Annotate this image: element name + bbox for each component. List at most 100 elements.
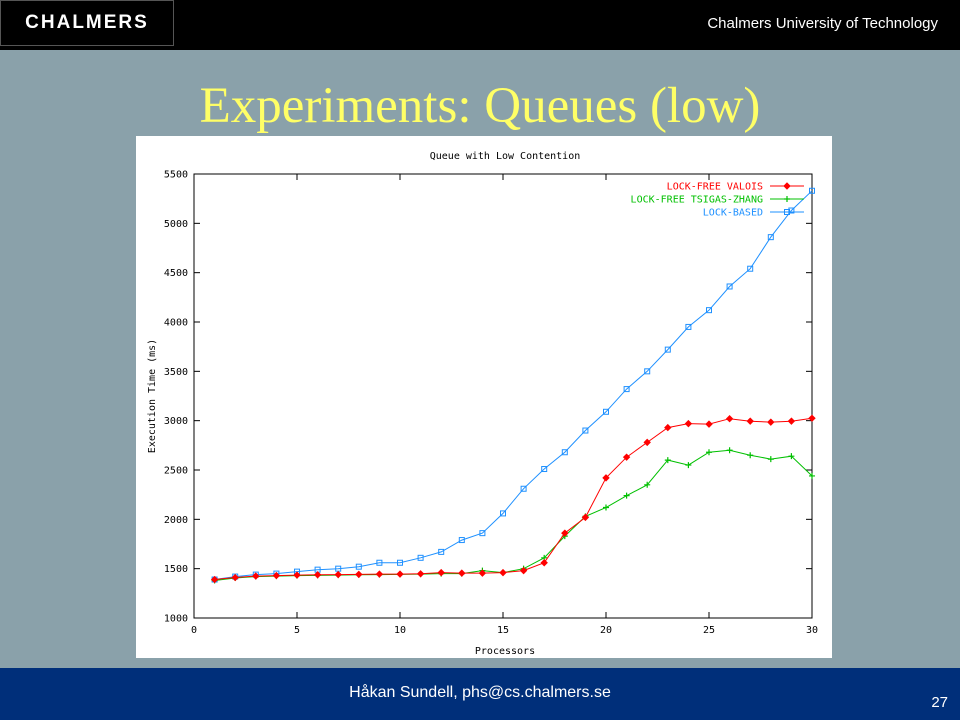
- data-point: [788, 207, 795, 214]
- legend-marker: [783, 182, 791, 190]
- y-tick-label: 3500: [164, 367, 188, 378]
- data-point: [561, 449, 568, 456]
- data-point: [375, 570, 384, 578]
- data-point: [499, 568, 507, 577]
- data-point: [478, 569, 487, 577]
- y-tick-label: 5000: [164, 219, 188, 230]
- data-point: [561, 529, 569, 537]
- data-point: [541, 466, 548, 473]
- y-tick-label: 3000: [164, 416, 188, 427]
- data-point: [293, 571, 301, 579]
- data-point: [355, 570, 363, 579]
- data-point: [705, 420, 713, 428]
- page-number: 27: [931, 694, 948, 711]
- data-point: [520, 485, 527, 492]
- series-line: [214, 417, 813, 580]
- legend-label: LOCK-FREE TSIGAS-ZHANG: [631, 195, 763, 206]
- data-point: [622, 453, 631, 461]
- axes: 1000 1500 2000 2500 3000 3500 4000 4500 5000 5500…: [164, 170, 818, 637]
- data-point: [376, 559, 383, 566]
- x-tick-label: 30: [806, 625, 818, 636]
- data-point: [417, 554, 424, 561]
- data-point: [313, 571, 322, 579]
- data-point: [643, 438, 651, 447]
- chalmers-logo: CHALMERS: [0, 0, 174, 46]
- data-point: [685, 462, 692, 469]
- data-point: [788, 453, 795, 460]
- data-point: [644, 368, 651, 375]
- legend: LOCK-FREE VALOIS LOCK-FREE TSIGAS-ZHANG LO…: [631, 182, 804, 219]
- data-point: [684, 419, 693, 428]
- data-point: [726, 447, 733, 454]
- data-point: [458, 569, 466, 577]
- data-point: [808, 414, 816, 422]
- data-point: [664, 346, 671, 353]
- data-point: [540, 559, 548, 567]
- x-tick-label: 20: [600, 625, 612, 636]
- data-point: [725, 414, 734, 423]
- series-lock-free-tsigas-zhang: [211, 447, 815, 584]
- data-point: [582, 427, 589, 434]
- data-point: [602, 474, 610, 482]
- data-point: [644, 481, 651, 488]
- chart-panel: 1000 1500 2000 2500 3000 3500 4000 4500 5000 5500…: [136, 136, 832, 658]
- data-point: [355, 563, 362, 570]
- series-lock-based: [211, 187, 815, 583]
- data-point: [623, 386, 630, 393]
- plot-frame: [193, 173, 813, 619]
- data-point: [706, 449, 712, 456]
- legend-label: LOCK-BASED: [703, 208, 763, 219]
- y-tick-label: 5500: [164, 170, 188, 181]
- data-point: [479, 530, 486, 537]
- x-tick-label: 0: [191, 625, 197, 636]
- legend-label: LOCK-FREE VALOIS: [667, 182, 763, 193]
- data-point: [767, 456, 774, 463]
- data-point: [809, 187, 815, 194]
- legend-marker: [784, 196, 790, 202]
- footer-bar: [0, 668, 960, 720]
- line-chart: 1000 1500 2000 2500 3000 3500 4000 4500 5000 5500…: [147, 151, 818, 657]
- series-lock-free-valois: [210, 414, 816, 584]
- data-point: [746, 417, 754, 425]
- series-line: [214, 190, 813, 580]
- y-tick-label: 2500: [164, 466, 188, 477]
- data-point: [210, 575, 219, 584]
- chart-title: Queue with Low Contention: [430, 151, 581, 162]
- data-point: [397, 559, 403, 566]
- data-point: [623, 492, 630, 499]
- data-point: [664, 423, 672, 432]
- data-point: [437, 568, 445, 577]
- data-point: [458, 537, 465, 544]
- data-point: [685, 323, 692, 330]
- series-layer: [210, 187, 816, 584]
- data-point: [747, 452, 754, 459]
- data-point: [231, 573, 239, 582]
- y-tick-label: 1500: [164, 564, 188, 575]
- data-point: [664, 457, 671, 464]
- y-axis-label: Execution Time (ms): [147, 339, 158, 453]
- university-name: Chalmers University of Technology: [707, 15, 938, 32]
- data-point: [334, 570, 342, 579]
- series-line: [214, 449, 813, 581]
- legend-marker: [784, 209, 790, 215]
- x-axis-label: Processors: [475, 646, 535, 657]
- data-point: [272, 571, 281, 580]
- x-tick-label: 25: [703, 625, 715, 636]
- data-point: [500, 510, 506, 517]
- data-point: [603, 504, 609, 511]
- data-point: [519, 566, 528, 575]
- data-point: [603, 408, 609, 415]
- data-point: [747, 265, 754, 272]
- data-point: [726, 283, 733, 290]
- slide-title: Experiments: Queues (low): [199, 78, 761, 134]
- x-tick-label: 15: [497, 625, 509, 636]
- data-point: [767, 234, 774, 241]
- y-tick-label: 4000: [164, 318, 188, 329]
- data-point: [809, 472, 815, 479]
- data-point: [416, 570, 425, 578]
- data-point: [252, 572, 260, 580]
- data-point: [581, 513, 590, 522]
- data-point: [438, 548, 445, 555]
- data-point: [706, 307, 712, 314]
- y-tick-label: 4500: [164, 268, 188, 279]
